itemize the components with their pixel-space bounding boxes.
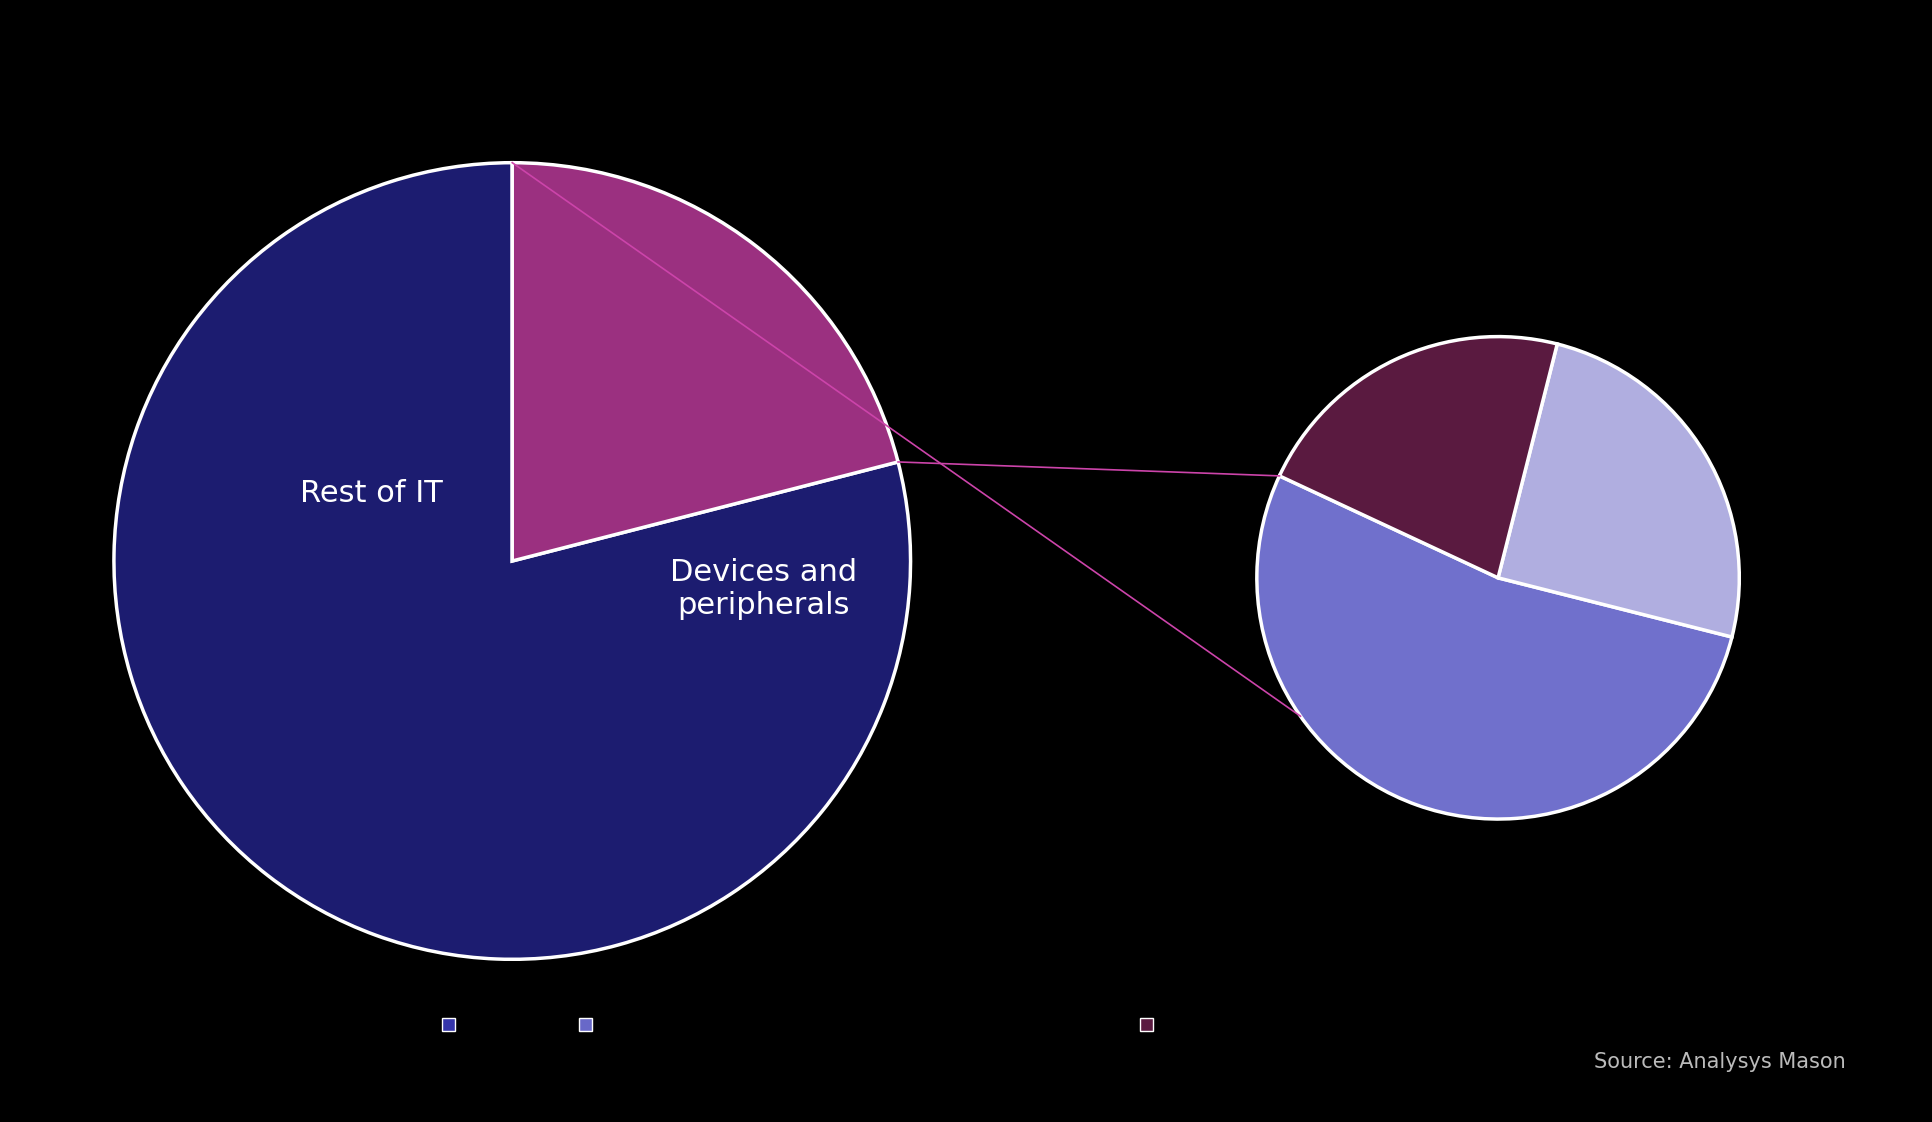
- Text: Source: Analysys Mason: Source: Analysys Mason: [1594, 1051, 1845, 1072]
- Wedge shape: [114, 163, 910, 959]
- Wedge shape: [1256, 476, 1731, 819]
- Text: Devices and
peripherals: Devices and peripherals: [670, 558, 856, 620]
- Bar: [580, 1018, 591, 1031]
- Wedge shape: [1497, 344, 1739, 637]
- Wedge shape: [1279, 337, 1557, 578]
- Wedge shape: [512, 163, 898, 561]
- Text: Rest of IT: Rest of IT: [299, 479, 442, 508]
- Bar: [1140, 1018, 1151, 1031]
- Bar: [442, 1018, 454, 1031]
